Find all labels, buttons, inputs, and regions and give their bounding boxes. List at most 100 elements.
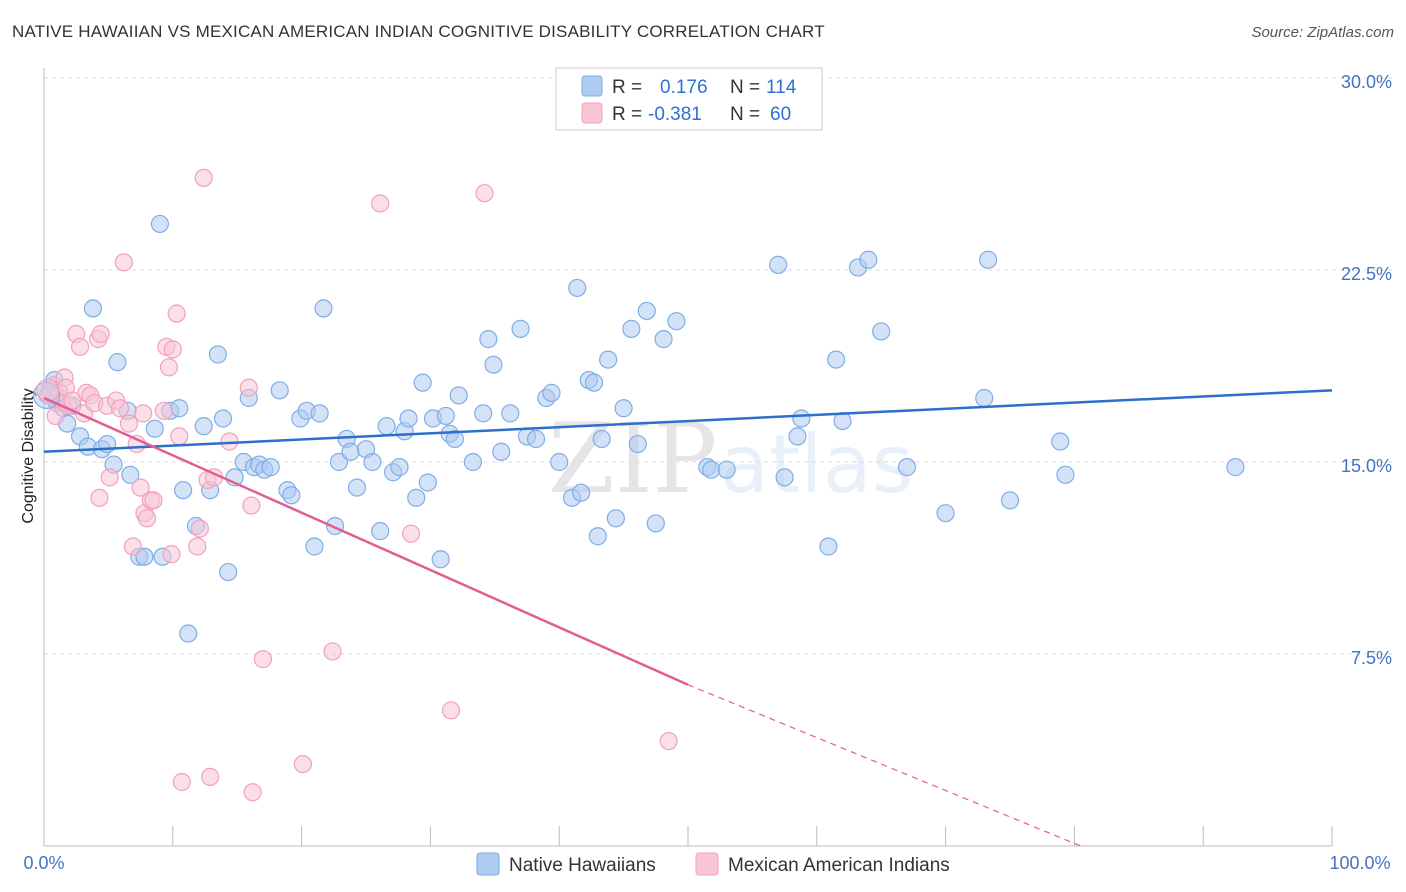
data-point — [897, 458, 917, 477]
data-point — [654, 330, 673, 349]
chart-source: Source: ZipAtlas.com — [1251, 24, 1394, 41]
data-point — [436, 406, 455, 426]
data-point — [100, 468, 119, 487]
data-point — [526, 429, 546, 449]
data-point — [167, 304, 186, 323]
data-point — [170, 399, 189, 418]
data-point — [179, 624, 198, 643]
data-point — [134, 404, 153, 423]
legend-n-value-2: 60 — [770, 104, 791, 125]
stats-legend: R = 0.176 N = 114 R = -0.381 N = 60 — [555, 67, 823, 131]
data-point — [646, 514, 665, 533]
cluster-point — [36, 378, 60, 402]
data-point — [1056, 465, 1075, 484]
data-point — [401, 524, 421, 543]
data-point — [282, 486, 301, 505]
chart-title: NATIVE HAWAIIAN VS MEXICAN AMERICAN INDI… — [12, 22, 825, 41]
data-point — [159, 358, 179, 377]
data-point — [492, 442, 511, 461]
y-tick-label: 30.0% — [1341, 72, 1392, 92]
data-point — [479, 330, 498, 349]
data-point — [188, 537, 207, 556]
data-point — [190, 519, 209, 538]
data-point — [314, 299, 333, 318]
data-point — [163, 340, 182, 359]
y-axis-title: Cognitive Disability — [20, 388, 37, 523]
data-point — [606, 509, 625, 528]
data-point — [144, 491, 163, 510]
legend-r-value-1: 0.176 — [660, 77, 708, 98]
data-point — [170, 427, 189, 446]
y-tick-label: 22.5% — [1341, 264, 1392, 284]
data-point — [242, 496, 261, 515]
data-point — [431, 550, 450, 569]
data-point — [584, 373, 604, 392]
legend-swatch-native-hawaiians — [581, 75, 603, 97]
data-point — [329, 452, 349, 472]
data-point — [463, 452, 483, 472]
x-tick-label-min: 0.0% — [23, 853, 64, 873]
data-point — [371, 522, 390, 541]
data-point — [347, 478, 367, 497]
data-point — [270, 381, 289, 400]
data-point — [571, 483, 591, 502]
data-point — [145, 419, 164, 438]
data-point — [1051, 432, 1070, 451]
legend-swatch-mexican-american-indians — [581, 102, 603, 124]
watermark-atlas: atlas — [720, 418, 913, 511]
legend-r-label-1: R = — [612, 77, 642, 98]
legend-n-value-1: 114 — [766, 77, 797, 98]
data-point — [614, 399, 633, 418]
data-point — [194, 168, 213, 187]
data-point — [628, 434, 647, 454]
data-point — [792, 409, 811, 428]
x-tick-label-max: 100.0% — [1329, 853, 1390, 873]
data-point — [261, 458, 280, 477]
data-point — [323, 642, 342, 661]
data-point — [441, 701, 461, 720]
data-point — [83, 299, 103, 318]
data-point — [119, 414, 139, 433]
data-point — [70, 337, 90, 356]
data-point — [377, 417, 396, 436]
data-point — [91, 324, 110, 344]
trend-line-extension-1 — [687, 684, 1082, 847]
data-point — [827, 350, 846, 369]
data-point — [399, 409, 418, 428]
legend-r-label-2: R = — [612, 104, 642, 125]
series-points-0 — [38, 214, 1245, 643]
data-point — [702, 460, 721, 479]
data-point — [542, 383, 561, 402]
data-point — [936, 504, 955, 523]
data-point — [108, 353, 127, 372]
data-point — [154, 401, 173, 420]
data-point — [819, 537, 838, 556]
data-point — [293, 754, 312, 774]
data-point — [305, 537, 324, 556]
series-legend-swatch-mexican-american-indians — [695, 852, 719, 876]
data-point — [413, 373, 432, 392]
data-point — [114, 253, 133, 272]
data-point — [213, 409, 233, 428]
data-point — [131, 478, 150, 497]
data-point — [475, 184, 494, 203]
data-point — [1000, 491, 1020, 510]
data-point — [788, 427, 807, 446]
series-legend-label-mexican-american-indians: Mexican American Indians — [728, 855, 950, 876]
data-point — [775, 468, 794, 487]
data-point — [172, 772, 191, 792]
data-point — [135, 547, 154, 566]
data-point — [550, 452, 569, 472]
data-point — [121, 465, 140, 484]
y-tick-labels: 7.5% 15.0% 22.5% 30.0% — [1341, 72, 1392, 668]
data-point — [407, 488, 426, 507]
data-point — [1226, 458, 1245, 477]
data-point — [201, 767, 220, 786]
data-point — [194, 417, 213, 436]
y-tick-label: 15.0% — [1341, 456, 1392, 476]
data-point — [637, 301, 656, 321]
data-point — [123, 537, 142, 556]
data-point — [239, 378, 258, 397]
data-point — [341, 442, 360, 461]
data-point — [137, 509, 157, 528]
